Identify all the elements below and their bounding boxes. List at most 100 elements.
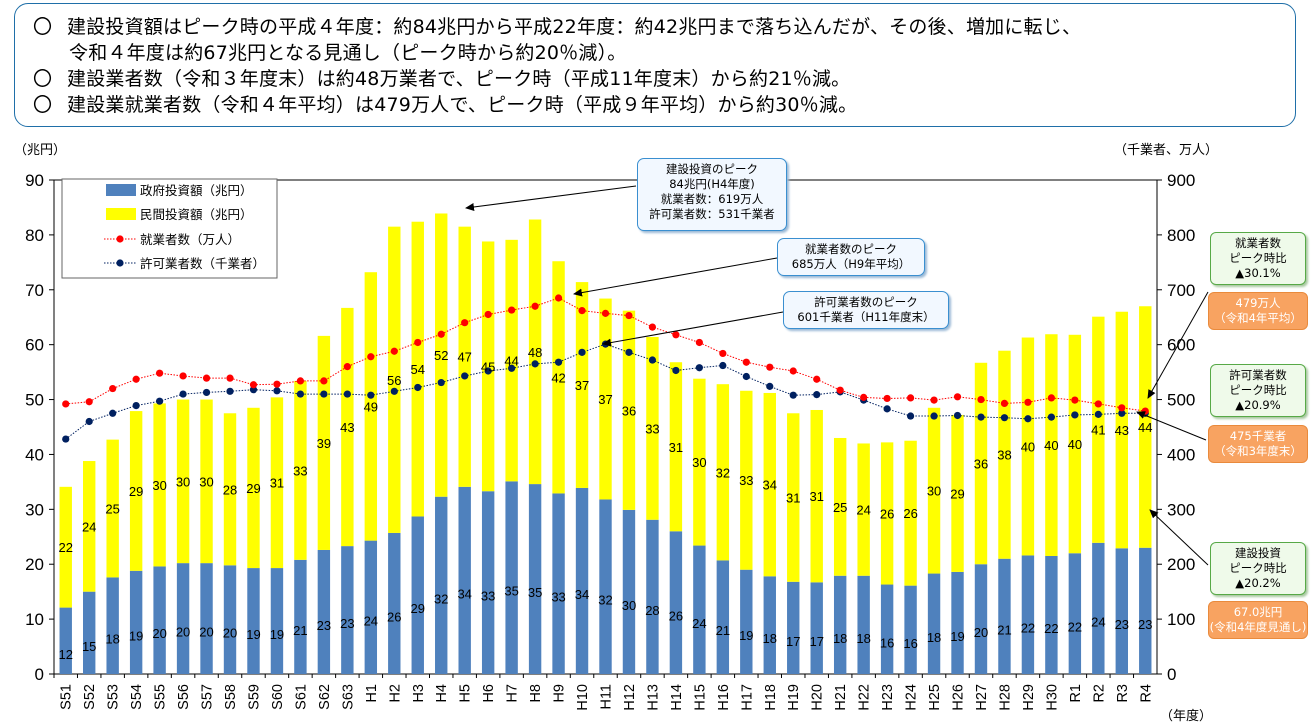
x-category-label: S56 — [176, 684, 192, 710]
licensed-point — [437, 378, 445, 387]
workers-point — [578, 307, 586, 315]
licensed-point — [930, 412, 938, 420]
licensed-point — [672, 366, 680, 375]
licensed-point — [625, 348, 633, 356]
bar-government — [716, 560, 730, 674]
workers-point — [601, 309, 610, 317]
workers-point — [296, 377, 305, 385]
x-category-label: H3 — [411, 684, 427, 703]
x-category-label: H11 — [599, 684, 615, 710]
licensed-point — [977, 413, 985, 421]
workers-point — [508, 306, 516, 314]
licensed-point — [484, 367, 492, 375]
licensed-point — [109, 409, 117, 417]
bar-private — [880, 442, 894, 585]
data-label-private: 52 — [434, 348, 448, 363]
data-label-private: 34 — [763, 478, 777, 493]
licensed-point — [648, 356, 657, 364]
x-category-label: R1 — [1068, 684, 1084, 703]
data-label-government: 22 — [1044, 621, 1058, 636]
x-category-label: H17 — [739, 684, 755, 711]
data-label-government: 24 — [692, 616, 706, 631]
workers-point — [1047, 394, 1055, 402]
bar-private — [716, 384, 730, 561]
bar-government — [364, 540, 378, 674]
licensed-point — [719, 361, 727, 370]
bar-government — [247, 568, 260, 674]
data-label-private: 40 — [1068, 437, 1082, 452]
legend-marker-licensed — [116, 259, 124, 267]
right-tick-label: 800 — [1167, 226, 1195, 245]
x-category-label: S61 — [293, 684, 309, 710]
data-label-government: 19 — [270, 627, 284, 642]
data-label-government: 32 — [598, 593, 612, 608]
bar-private — [575, 282, 589, 488]
x-category-label: H20 — [810, 684, 826, 711]
data-label-government: 32 — [434, 591, 448, 606]
data-label-private: 26 — [903, 506, 917, 521]
bar-private — [528, 219, 542, 485]
licensed-point — [766, 382, 774, 390]
summary-line-workers: 〇建設業就業者数（令和４年平均）は479万人で、ピーク時（平成９年平均）から約3… — [33, 94, 858, 116]
data-label-government: 34 — [575, 587, 589, 602]
data-label-private: 44 — [504, 354, 518, 369]
x-category-label: H7 — [505, 684, 521, 703]
data-label-private: 54 — [411, 362, 425, 377]
licensed-line — [65, 343, 1146, 440]
arrow-peak-workers — [573, 257, 778, 297]
data-label-private: 25 — [105, 502, 119, 517]
data-label-private: 45 — [481, 359, 495, 374]
workers-point — [977, 395, 985, 404]
data-label-private: 36 — [974, 457, 988, 472]
bar-government — [153, 566, 166, 674]
licensed-point — [531, 360, 539, 368]
bar-private — [1045, 334, 1058, 556]
legend-label-private: 民間投資額（兆円） — [140, 207, 253, 222]
left-tick-label: 80 — [25, 226, 44, 245]
x-category-label: H29 — [1021, 684, 1037, 711]
legend-marker-workers — [116, 235, 124, 243]
data-label-private: 22 — [58, 540, 72, 555]
bar-private — [622, 310, 636, 510]
workers-point — [883, 394, 891, 403]
data-label-private: 26 — [880, 506, 894, 521]
data-label-private: 31 — [809, 489, 823, 504]
bar-government — [176, 563, 190, 674]
data-label-private: 41 — [1091, 423, 1105, 438]
bar-government — [106, 577, 119, 674]
data-label-private: 42 — [551, 370, 565, 385]
data-label-private: 40 — [1021, 439, 1035, 454]
bar-government — [904, 585, 917, 674]
licensed-point — [554, 358, 563, 366]
licensed-point — [953, 411, 962, 420]
arrow-investment-now — [1149, 509, 1209, 566]
x-category-label: H21 — [833, 684, 849, 711]
left-tick-label: 40 — [25, 445, 44, 464]
data-label-private: 47 — [457, 350, 471, 365]
left-tick-label: 20 — [25, 555, 44, 574]
data-label-private: 48 — [528, 345, 542, 360]
x-category-label: H22 — [857, 684, 873, 711]
data-label-private: 40 — [1044, 438, 1058, 453]
licensed-point — [1047, 413, 1055, 421]
bar-government — [1045, 555, 1058, 674]
licensed-point — [1071, 411, 1079, 419]
licensed-point — [85, 417, 93, 426]
x-category-label: S58 — [223, 684, 239, 710]
licensed-point — [813, 391, 821, 399]
workers-point — [484, 310, 492, 319]
data-label-government: 24 — [1091, 614, 1105, 629]
bar-government — [857, 575, 870, 674]
data-label-private: 39 — [317, 436, 331, 451]
data-label-private: 28 — [223, 482, 237, 497]
x-category-label: H19 — [786, 684, 802, 711]
workers-point — [1024, 398, 1032, 406]
x-category-label: H30 — [1044, 684, 1060, 711]
bar-private — [364, 272, 378, 541]
data-label-government: 23 — [1138, 617, 1152, 632]
licensed-point — [1024, 415, 1032, 423]
bar-government — [1021, 555, 1035, 674]
data-label-government: 21 — [716, 623, 730, 638]
bar-private — [810, 409, 823, 583]
data-label-government: 16 — [880, 635, 894, 650]
